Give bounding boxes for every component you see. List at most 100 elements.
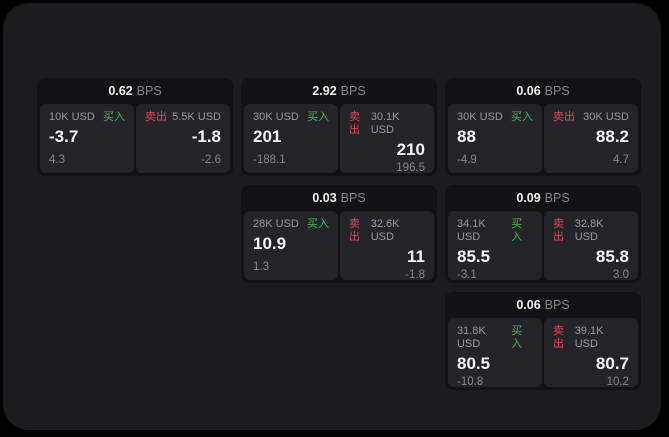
sell-price: 210 [396,140,425,159]
quote-panels: 28K USD 买入 10.9 1.3 卖出 32.6K USD 11 -1.8 [241,211,437,283]
sell-side-label: 卖出 [349,218,360,243]
buy-price: 10.9 [253,234,287,253]
buy-panel[interactable]: 10K USD 买入 -3.7 4.3 [40,104,134,173]
quote-card: 0.06 BPS 31.8K USD 买入 80.5 -10.8 卖出 39.1… [445,292,641,390]
sell-notional: 30.1K USD [370,111,400,136]
buy-side-label: 买入 [511,325,523,350]
buy-notional: 28K USD [253,218,299,230]
sell-delta: 4.7 [613,154,629,166]
buy-delta: -188.1 [253,154,286,166]
sell-side-label: 卖出 [145,111,167,123]
sell-side-label: 卖出 [553,111,575,123]
quote-card: 0.62 BPS 10K USD 买入 -3.7 4.3 卖出 5.5K USD… [37,78,233,176]
buy-notional: 30K USD [253,111,299,123]
buy-price: 88 [457,127,476,146]
sell-notional: 32.8K USD [574,218,604,243]
quote-panels: 10K USD 买入 -3.7 4.3 卖出 5.5K USD -1.8 -2.… [37,104,233,176]
quote-panels: 30K USD 买入 88 -4.9 卖出 30K USD 88.2 4.7 [445,104,641,176]
sell-price: 85.8 [595,247,629,266]
buy-label-row: 31.8K USD 买入 [457,325,533,351]
bps-spread-value: 2.92 [312,84,337,98]
buy-delta: -4.9 [457,154,477,166]
buy-side-label: 买入 [307,218,329,230]
sell-panel[interactable]: 卖出 39.1K USD 80.7 10.2 [544,318,638,388]
buy-delta: 4.3 [49,154,65,166]
sell-panel[interactable]: 卖出 32.6K USD 11 -1.8 [340,211,434,281]
buy-label-row: 30K USD 买入 [457,111,533,124]
sell-side-label: 卖出 [553,218,564,243]
buy-side-label: 买入 [307,111,329,123]
buy-notional: 10K USD [49,111,95,123]
sell-notional: 32.6K USD [370,218,400,243]
sell-delta: 3.0 [613,269,629,281]
quote-panels: 34.1K USD 买入 85.5 -3.1 卖出 32.8K USD 85.8… [445,211,641,283]
buy-label-row: 34.1K USD 买入 [457,218,533,244]
buy-label-row: 30K USD 买入 [253,111,329,124]
sell-notional: 5.5K USD [172,111,221,123]
bps-spread-value: 0.03 [312,191,337,205]
sell-label-row: 卖出 5.5K USD [145,111,221,124]
buy-price: -3.7 [49,127,79,146]
sell-price: 80.7 [595,354,629,373]
buy-panel[interactable]: 30K USD 买入 201 -188.1 [244,104,338,173]
buy-notional: 31.8K USD [457,325,486,350]
sell-label-row: 卖出 32.6K USD [349,218,425,244]
bps-unit-label: BPS [544,84,570,98]
buy-notional: 34.1K USD [457,218,486,243]
sell-delta: -2.6 [201,154,221,166]
card-header: 0.06 BPS [445,292,641,318]
sell-delta: -1.8 [405,269,425,281]
sell-label-row: 卖出 30.1K USD [349,111,425,137]
sell-notional: 39.1K USD [574,325,604,350]
sell-delta: 196.5 [396,162,425,174]
bps-unit-label: BPS [340,84,366,98]
quote-card: 0.06 BPS 30K USD 买入 88 -4.9 卖出 30K USD 8… [445,78,641,176]
card-header: 0.06 BPS [445,78,641,104]
quote-card: 0.03 BPS 28K USD 买入 10.9 1.3 卖出 32.6K US… [241,185,437,283]
buy-side-label: 买入 [511,111,533,123]
bps-spread-value: 0.06 [516,84,541,98]
bps-unit-label: BPS [340,191,366,205]
sell-price: 11 [407,247,425,266]
sell-side-label: 卖出 [349,111,360,136]
buy-notional: 30K USD [457,111,503,123]
sell-panel[interactable]: 卖出 30.1K USD 210 196.5 [340,104,434,174]
quote-panels: 31.8K USD 买入 80.5 -10.8 卖出 39.1K USD 80.… [445,318,641,390]
sell-label-row: 卖出 39.1K USD [553,325,629,351]
buy-label-row: 28K USD 买入 [253,218,329,231]
card-header: 0.09 BPS [445,185,641,211]
buy-panel[interactable]: 30K USD 买入 88 -4.9 [448,104,542,173]
sell-side-label: 卖出 [553,325,564,350]
buy-panel[interactable]: 28K USD 买入 10.9 1.3 [244,211,338,280]
quote-card: 2.92 BPS 30K USD 买入 201 -188.1 卖出 30.1K … [241,78,437,176]
buy-price: 85.5 [457,247,491,266]
buy-delta: -3.1 [457,269,477,281]
card-header: 2.92 BPS [241,78,437,104]
sell-panel[interactable]: 卖出 32.8K USD 85.8 3.0 [544,211,638,281]
sell-panel[interactable]: 卖出 30K USD 88.2 4.7 [544,104,638,173]
sell-delta: 10.2 [606,376,629,388]
buy-price: 80.5 [457,354,491,373]
bps-spread-value: 0.09 [516,191,541,205]
buy-side-label: 买入 [103,111,125,123]
bps-unit-label: BPS [544,298,570,312]
quote-card: 0.09 BPS 34.1K USD 买入 85.5 -3.1 卖出 32.8K… [445,185,641,283]
buy-panel[interactable]: 31.8K USD 买入 80.5 -10.8 [448,318,542,388]
card-header: 0.03 BPS [241,185,437,211]
bps-spread-value: 0.06 [516,298,541,312]
sell-panel[interactable]: 卖出 5.5K USD -1.8 -2.6 [136,104,230,173]
sell-label-row: 卖出 32.8K USD [553,218,629,244]
bps-unit-label: BPS [544,191,570,205]
sell-price: -1.8 [191,127,221,146]
card-header: 0.62 BPS [37,78,233,104]
bps-spread-value: 0.62 [108,84,133,98]
buy-side-label: 买入 [511,218,523,243]
sell-price: 88.2 [595,127,629,146]
buy-delta: -10.8 [457,376,484,388]
buy-price: 201 [253,127,282,146]
buy-label-row: 10K USD 买入 [49,111,125,124]
sell-label-row: 卖出 30K USD [553,111,629,124]
bps-unit-label: BPS [136,84,162,98]
buy-panel[interactable]: 34.1K USD 买入 85.5 -3.1 [448,211,542,281]
